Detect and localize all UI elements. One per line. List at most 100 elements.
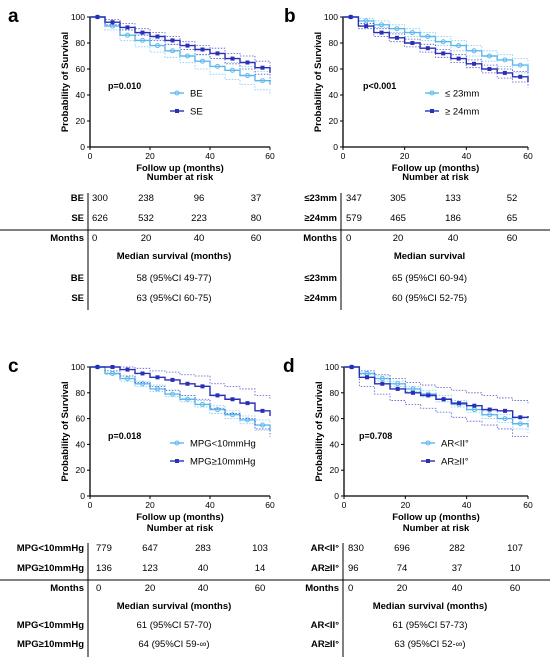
legend-marker [426,459,430,463]
months-tick: 0 [348,583,353,594]
p-value-annotation: p=0.010 [108,81,141,91]
censor-mark [125,25,130,30]
median-value: 63 (95%CI 60-75) [137,293,212,304]
ci-lower-line [90,366,271,437]
risk-count: 37 [452,563,463,574]
risk-row-label: MPG<10mmHg [17,543,85,554]
y-tick-label: 0 [80,142,85,152]
censor-mark [170,38,175,43]
x-tick-label: 60 [523,151,533,161]
months-tick: 20 [145,583,156,594]
censor-mark [379,376,385,382]
months-tick: 0 [346,233,351,244]
months-tick: 0 [96,583,101,594]
panel-b: b 0 20 40 60 80 100 0 20 40 60 Follow up (months) Pr… [275,0,550,333]
x-tick-label: 0 [341,151,346,161]
months-tick: 40 [198,583,209,594]
censor-mark [110,365,115,369]
censor-mark [230,67,235,73]
legend-label: ≥ 24mm [445,107,479,118]
y-tick-label: 40 [330,439,340,449]
median-row-label: AR<II° [311,620,340,631]
median-value: 61 (95%CI 57-73) [393,620,468,631]
panel-a: a 0 20 40 60 80 100 0 20 40 60 Follow up (months) Pr… [0,0,275,333]
months-tick: 20 [141,233,152,244]
censor-mark [502,57,508,63]
risk-count: 223 [191,213,207,224]
censor-mark [140,30,145,35]
censor-mark [487,412,493,418]
y-axis-title: Probability of Survival [314,381,325,481]
x-tick-label: 40 [205,500,215,510]
legend-marker [425,440,431,446]
median-value: 64 (95%CI 59-∞) [138,639,209,650]
censor-mark [140,381,145,387]
median-table-title: Median survival (months) [373,601,488,612]
months-tick: 60 [507,233,518,244]
months-axis-label: Months [50,233,84,244]
panel-label: c [8,356,19,377]
censor-mark [395,381,401,387]
series-1 [344,365,529,438]
median-value: 61 (95%CI 57-70) [137,620,212,631]
censor-mark [125,376,130,382]
ci-lower-line [90,16,271,81]
legend-item: AR<II° [421,439,469,450]
legend-marker [175,109,179,113]
censor-mark [471,48,477,54]
risk-count: 465 [390,213,406,224]
months-tick: 20 [397,583,408,594]
median-table-title: Median survival [394,251,465,262]
panel-d: d 0 20 40 60 80 100 0 20 40 60 Follow up (months) Pr… [275,350,550,667]
censor-mark [472,61,477,66]
censor-mark [518,74,523,79]
x-tick-label: 0 [342,500,347,510]
risk-count: 107 [507,543,523,554]
risk-count: 74 [397,563,408,574]
legend-label: MPG≥10mmHg [190,457,255,468]
survival-line [90,16,271,73]
x-tick-label: 40 [205,151,215,161]
censor-mark [517,421,523,427]
censor-mark [502,416,508,422]
median-value: 63 (95%CI 52-∞) [394,639,465,650]
legend-label: ≤ 23mm [445,89,479,100]
legend-marker [174,440,180,446]
censor-mark [260,65,265,70]
risk-count: 283 [195,543,211,554]
y-tick-label: 20 [330,465,340,475]
risk-row-label: SE [71,213,84,224]
risk-row-label: BE [71,193,84,204]
km-chart-a: a 0 20 40 60 80 100 0 20 40 60 Follow up (months) Pr… [0,6,275,310]
months-tick: 60 [510,583,521,594]
censor-mark [185,53,190,59]
censor-mark [185,381,190,386]
survival-line [90,366,271,431]
x-tick-label: 40 [462,151,472,161]
censor-mark [170,377,175,382]
risk-count: 14 [255,563,266,574]
median-table-title: Median survival (months) [117,251,232,262]
panel-label: d [283,356,295,377]
censor-mark [230,397,235,402]
risk-count: 830 [348,543,364,554]
censor-mark [518,415,523,420]
risk-row-label: ≥24mm [304,213,337,224]
y-axis-title: Probability of Survival [60,381,71,481]
censor-mark [472,403,477,408]
risk-count: 65 [507,213,518,224]
censor-mark [487,67,492,71]
censor-mark [456,56,461,61]
ci-upper-line [90,366,271,400]
legend-item: ≤ 23mm [425,89,479,100]
median-row-label: ≥24mm [304,293,337,304]
censor-mark [517,62,523,68]
censor-mark [503,408,507,413]
y-tick-label: 20 [76,465,86,475]
y-tick-label: 0 [334,491,339,501]
censor-mark [215,63,220,69]
censor-mark [215,51,220,56]
x-tick-label: 60 [265,151,275,161]
months-tick: 40 [452,583,463,594]
risk-count: 186 [445,213,461,224]
